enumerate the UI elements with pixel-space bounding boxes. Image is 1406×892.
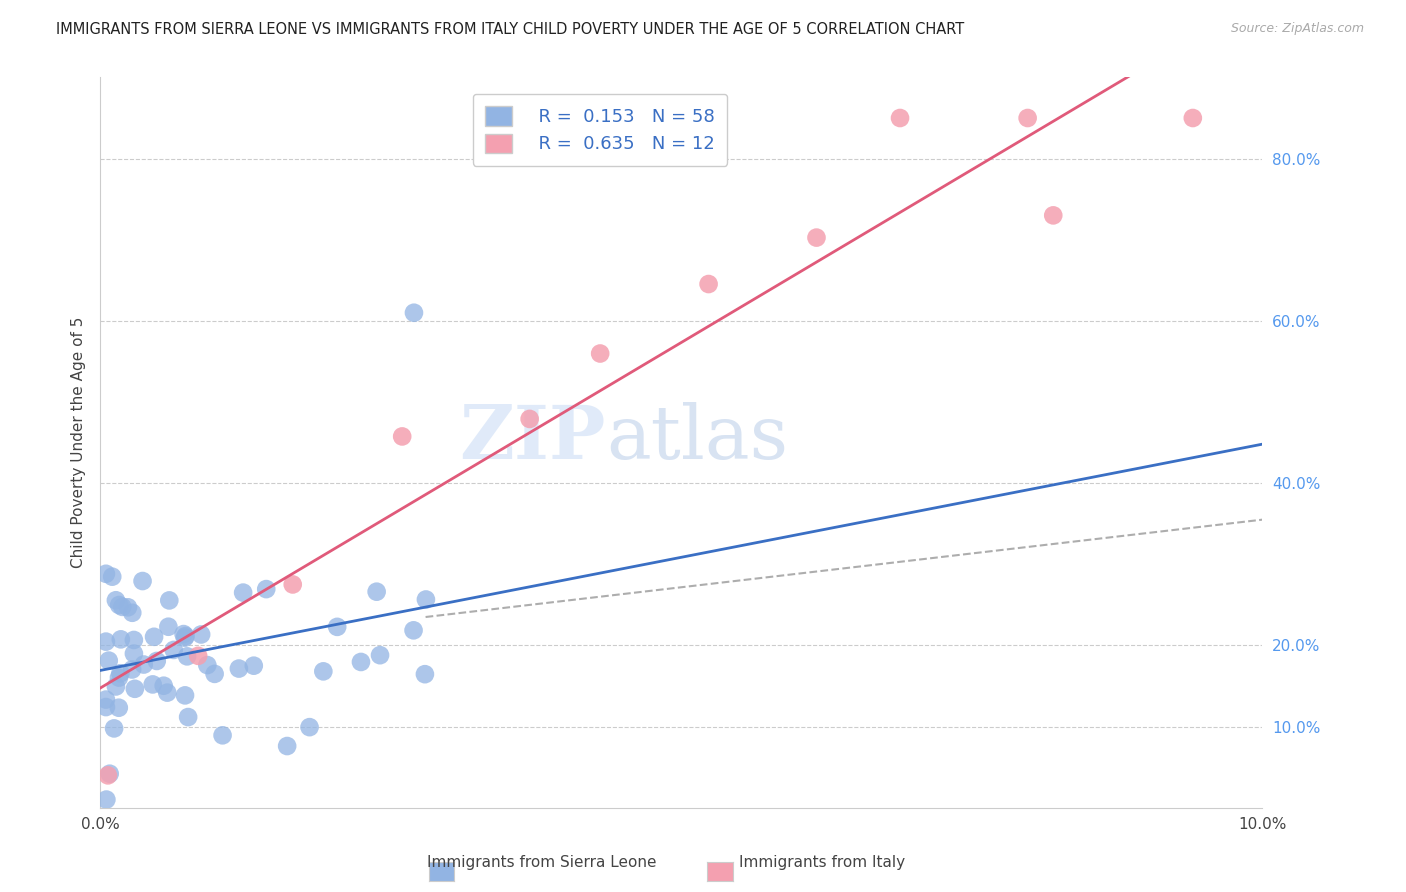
Point xyxy=(413,667,436,681)
Point xyxy=(204,666,226,681)
Text: ZIP: ZIP xyxy=(460,402,606,475)
Point xyxy=(174,689,197,703)
Point xyxy=(117,600,139,615)
Point xyxy=(298,720,321,734)
Point xyxy=(94,700,117,714)
Point xyxy=(173,631,195,645)
Point xyxy=(121,606,143,620)
Point xyxy=(121,663,143,677)
Point xyxy=(177,710,200,724)
Point xyxy=(889,111,911,125)
Point xyxy=(1181,111,1204,125)
Point xyxy=(143,630,166,644)
Point xyxy=(697,277,720,291)
Point xyxy=(132,657,155,672)
Point xyxy=(1017,111,1039,125)
Point xyxy=(104,593,127,607)
Point xyxy=(254,582,277,596)
Point xyxy=(228,662,250,676)
Point xyxy=(174,629,197,643)
Point xyxy=(122,632,145,647)
Point xyxy=(157,593,180,607)
Point xyxy=(111,599,134,614)
Point xyxy=(312,665,335,679)
Point xyxy=(108,671,131,685)
Point xyxy=(101,569,124,583)
Point xyxy=(98,766,121,780)
Point xyxy=(415,592,437,607)
Point xyxy=(402,306,425,320)
Point xyxy=(103,722,125,736)
Point xyxy=(232,585,254,599)
Point xyxy=(110,632,132,647)
Point xyxy=(281,577,304,591)
Point xyxy=(97,654,120,668)
Text: Source: ZipAtlas.com: Source: ZipAtlas.com xyxy=(1230,22,1364,36)
Point xyxy=(242,658,264,673)
Point xyxy=(152,679,174,693)
Point xyxy=(96,792,118,806)
Point xyxy=(806,230,828,244)
Point xyxy=(97,768,120,782)
Point xyxy=(211,728,233,742)
Point xyxy=(145,654,167,668)
Point xyxy=(368,648,391,663)
Point xyxy=(187,648,209,663)
Point xyxy=(94,692,117,706)
Point xyxy=(366,584,388,599)
Point xyxy=(190,627,212,641)
Point xyxy=(350,655,373,669)
Text: atlas: atlas xyxy=(606,402,787,475)
Text: Immigrants from Sierra Leone: Immigrants from Sierra Leone xyxy=(426,855,657,870)
Point xyxy=(124,681,146,696)
Point xyxy=(173,627,195,641)
Point xyxy=(104,680,127,694)
Legend:   R =  0.153   N = 58,   R =  0.635   N = 12: R = 0.153 N = 58, R = 0.635 N = 12 xyxy=(472,94,727,166)
Point xyxy=(519,412,541,426)
Point xyxy=(108,598,131,612)
Point xyxy=(163,643,186,657)
Point xyxy=(94,634,117,648)
Point xyxy=(1042,208,1064,222)
Point xyxy=(176,649,198,664)
Point xyxy=(94,566,117,581)
Point xyxy=(142,677,165,691)
Text: Immigrants from Italy: Immigrants from Italy xyxy=(740,855,905,870)
Point xyxy=(276,739,298,753)
Y-axis label: Child Poverty Under the Age of 5: Child Poverty Under the Age of 5 xyxy=(72,317,86,568)
Point xyxy=(156,685,179,699)
Point xyxy=(107,700,129,714)
Point xyxy=(391,429,413,443)
Point xyxy=(326,620,349,634)
Point xyxy=(110,666,132,681)
Point xyxy=(589,346,612,360)
Point xyxy=(157,620,180,634)
Text: IMMIGRANTS FROM SIERRA LEONE VS IMMIGRANTS FROM ITALY CHILD POVERTY UNDER THE AG: IMMIGRANTS FROM SIERRA LEONE VS IMMIGRAN… xyxy=(56,22,965,37)
Point xyxy=(131,574,153,588)
Point xyxy=(195,658,218,673)
Point xyxy=(402,624,425,638)
Point xyxy=(122,647,145,661)
